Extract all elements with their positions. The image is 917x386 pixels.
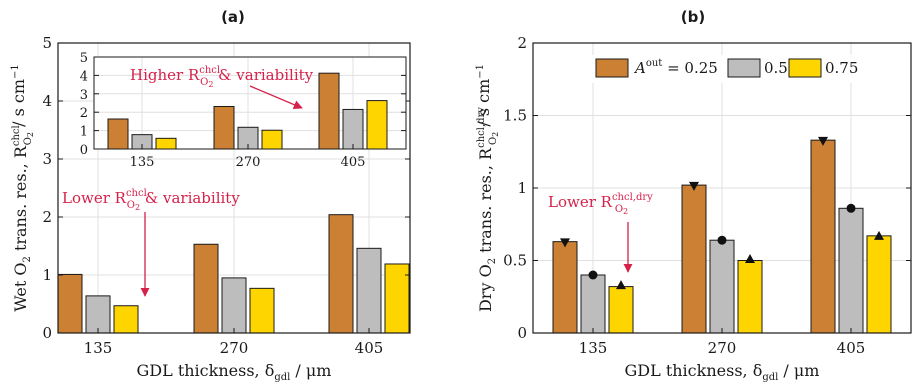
b-xtick-label: 270 xyxy=(708,339,737,357)
inset-annotation: Higher Rchcl O2 & variability xyxy=(130,65,314,89)
i-ytick-label: 1 xyxy=(80,125,88,140)
b-bar-270-s0 xyxy=(681,184,707,334)
b-ytick-label: 1 xyxy=(517,179,527,197)
b-xtick-label: 135 xyxy=(579,339,608,357)
inset-frame xyxy=(93,56,407,150)
a-ytick-label: 3 xyxy=(42,150,52,168)
legend-swatch-050 xyxy=(727,58,761,78)
b-marker-circle-270 xyxy=(717,235,727,245)
a-ytick-label: 2 xyxy=(42,208,52,226)
b-ytick-label: 2 xyxy=(517,34,527,52)
i-xtick-label: 270 xyxy=(236,155,261,170)
panel-b-annotation: Lower Rchcl,dry O2 xyxy=(548,192,653,216)
panel-b-xlabel: GDL thickness, δgdl / μm xyxy=(625,361,820,383)
i-xtick-label: 405 xyxy=(341,155,366,170)
panel-a-inset: 0 1 2 3 4 5 135 270 405 xyxy=(80,51,407,170)
i-ytick-label: 2 xyxy=(80,106,88,121)
a-bar-405-s1 xyxy=(356,247,382,334)
b-ytick-label: 0.5 xyxy=(503,252,527,270)
i-bar-405-s0 xyxy=(318,72,340,150)
a-bar-405-s2 xyxy=(384,263,410,334)
b-marker-up-triangle-405 xyxy=(874,230,884,240)
b-marker-down-triangle-270 xyxy=(689,181,699,191)
inset-annotation-arrow xyxy=(249,85,303,109)
a-bar-270-s1 xyxy=(221,277,247,334)
i-xtick-label: 135 xyxy=(130,155,155,170)
a-bar-135-s2 xyxy=(113,305,139,334)
i-bar-270-s2 xyxy=(261,129,283,150)
a-ytick-label: 0 xyxy=(42,324,52,342)
b-marker-up-triangle-135 xyxy=(616,280,626,290)
a-ytick-label: 1 xyxy=(42,266,52,284)
a-bar-135-s0 xyxy=(57,273,83,334)
b-marker-up-triangle-270 xyxy=(745,254,755,264)
b-bar-405-s1 xyxy=(838,207,864,334)
a-bar-270-s0 xyxy=(193,243,219,334)
legend-swatch-025 xyxy=(595,58,629,78)
panel-label-a: (a) xyxy=(221,8,245,26)
i-ytick-label: 0 xyxy=(80,143,88,158)
a-bar-270-s2 xyxy=(249,287,275,334)
i-ytick-label: 3 xyxy=(80,88,88,103)
panel-a-annotation: Lower Rchcl O2 & variability xyxy=(62,188,240,212)
b-xtick-label: 405 xyxy=(837,339,866,357)
panel-b-ylabel: Dry O2 trans. res., Rchcl,dryO2 / s cm−1 xyxy=(474,64,500,312)
b-bar-135-s1 xyxy=(580,274,606,334)
i-bar-405-s2 xyxy=(366,100,388,150)
panel-a-chart: 0 1 2 3 4 5 135 270 405 0 1 2 3 4 5 135 270 405 Higher… xyxy=(9,34,411,383)
legend-swatch-075 xyxy=(788,58,822,78)
legend-label-075: 0.75 xyxy=(825,59,858,77)
a-xtick-label: 270 xyxy=(220,339,249,357)
b-marker-circle-135 xyxy=(588,270,598,280)
i-ytick-label: 4 xyxy=(80,69,88,84)
panel-b-chart: 0 0.5 1 1.5 2 135 270 405 Aout = 0.25 0.5 0.75… xyxy=(474,34,912,383)
panel-b-legend: Aout = 0.25 0.5 0.75 xyxy=(590,55,906,83)
a-bar-135-s1 xyxy=(85,295,111,334)
a-ytick-label: 4 xyxy=(42,92,52,110)
b-ytick-label: 0 xyxy=(517,324,527,342)
i-bar-135-s2 xyxy=(155,137,177,150)
b-bar-135-s0 xyxy=(552,241,578,334)
b-bar-405-s0 xyxy=(810,139,836,334)
b-marker-circle-405 xyxy=(846,203,856,213)
b-marker-down-triangle-405 xyxy=(818,136,828,146)
b-marker-down-triangle-135 xyxy=(560,238,570,248)
b-bar-135-s2 xyxy=(608,286,634,334)
legend-label-050: 0.5 xyxy=(764,59,788,77)
panel-a-xlabel: GDL thickness, δgdl / μm xyxy=(137,361,332,383)
b-bar-270-s2 xyxy=(737,260,763,334)
a-ytick-label: 5 xyxy=(42,34,52,52)
b-bar-270-s1 xyxy=(709,239,735,334)
a-bar-405-s0 xyxy=(328,214,354,334)
a-xtick-label: 405 xyxy=(355,339,384,357)
i-bar-135-s0 xyxy=(107,118,129,150)
panel-a-ylabel: Wet O2 trans. res., RchclO2 / s cm−1 xyxy=(9,64,35,312)
b-ytick-label: 1.5 xyxy=(503,107,527,125)
i-bar-270-s0 xyxy=(213,105,235,150)
a-xtick-label: 135 xyxy=(84,339,113,357)
b-bar-405-s2 xyxy=(866,235,892,334)
panel-label-b: (b) xyxy=(681,8,705,26)
legend-label-025: Aout = 0.25 xyxy=(633,58,718,77)
i-ytick-label: 5 xyxy=(80,51,88,66)
i-bar-405-s1 xyxy=(342,108,364,150)
